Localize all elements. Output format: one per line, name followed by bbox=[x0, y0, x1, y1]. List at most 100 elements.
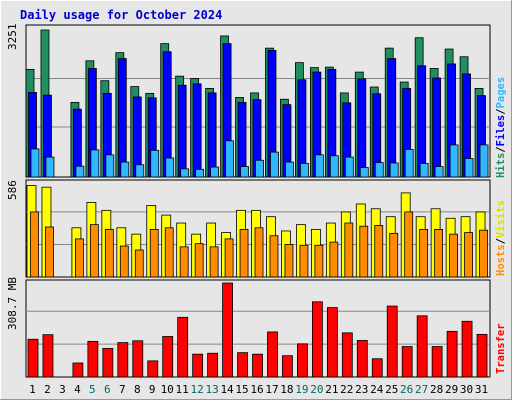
x-tick-label: 7 bbox=[119, 383, 126, 396]
transfer-bar bbox=[27, 338, 39, 378]
x-tick-label: 13 bbox=[205, 383, 218, 396]
visits-label: Visits bbox=[495, 200, 507, 238]
x-tick-label: 24 bbox=[370, 383, 384, 396]
transfer-bar bbox=[476, 333, 488, 378]
x-tick-label: 21 bbox=[325, 383, 338, 396]
x-tick-label: 9 bbox=[149, 383, 156, 396]
x-tick-label: 10 bbox=[161, 383, 174, 396]
x-tick-label: 11 bbox=[176, 383, 189, 396]
hosts-bar bbox=[359, 225, 369, 278]
hits-label: Hits bbox=[495, 153, 507, 178]
transfer-bar bbox=[117, 342, 129, 378]
pages-bar bbox=[449, 144, 459, 178]
hosts-bar bbox=[404, 211, 414, 278]
pages-bar bbox=[120, 161, 130, 178]
pages-bar bbox=[180, 168, 190, 178]
hosts-bar bbox=[479, 229, 488, 278]
x-tick-label: 8 bbox=[134, 383, 141, 396]
hosts-bar bbox=[75, 238, 84, 278]
pages-bar bbox=[270, 151, 279, 178]
transfer-bar bbox=[87, 340, 99, 378]
panel-hits-files-pages bbox=[25, 24, 491, 178]
panel-transfer bbox=[25, 279, 491, 378]
files-bar bbox=[117, 58, 127, 178]
x-tick-label: 1 bbox=[29, 383, 36, 396]
hosts-bar bbox=[194, 243, 204, 278]
files-bar bbox=[387, 58, 397, 178]
transfer-bar bbox=[162, 336, 174, 378]
pages-bar bbox=[419, 163, 429, 178]
pages-bar bbox=[105, 154, 115, 178]
files-bar bbox=[417, 65, 427, 178]
hosts-bar bbox=[89, 224, 99, 278]
x-tick-label: 28 bbox=[430, 383, 443, 396]
pages-bar bbox=[404, 149, 414, 178]
transfer-bar bbox=[267, 331, 278, 378]
pages-bar bbox=[479, 144, 489, 178]
pages-bar bbox=[300, 163, 309, 178]
transfer-bar bbox=[431, 346, 443, 378]
slash-2: / bbox=[495, 108, 507, 114]
pages-label: Pages bbox=[495, 77, 507, 109]
x-tick-label: 4 bbox=[74, 383, 81, 396]
x-tick-label: 27 bbox=[415, 383, 428, 396]
x-tick-label: 20 bbox=[310, 383, 323, 396]
hosts-bar bbox=[269, 235, 279, 278]
transfer-bar bbox=[42, 334, 54, 378]
files-bar bbox=[237, 101, 247, 178]
pages-bar bbox=[329, 155, 339, 178]
hosts-bar bbox=[119, 245, 129, 278]
pages-bar bbox=[150, 149, 160, 178]
hosts-bar bbox=[239, 228, 249, 278]
transfer-bar bbox=[207, 352, 219, 378]
hosts-bar bbox=[464, 232, 473, 278]
x-tick-label: 19 bbox=[295, 383, 308, 396]
pages-bar bbox=[210, 166, 220, 178]
transfer-bar bbox=[416, 315, 428, 378]
hosts-bar bbox=[149, 228, 159, 278]
transfer-bar bbox=[461, 320, 473, 378]
hosts-bar bbox=[134, 249, 144, 278]
x-tick-label: 18 bbox=[280, 383, 293, 396]
pages-bar bbox=[45, 156, 55, 178]
hosts-bar bbox=[314, 244, 324, 278]
hosts-bar bbox=[45, 226, 54, 278]
top-series-label: Hits/Files/Pages bbox=[495, 77, 507, 178]
x-tick-label: 17 bbox=[265, 383, 278, 396]
x-tick-label: 22 bbox=[340, 383, 353, 396]
pages-bar bbox=[165, 157, 175, 178]
files-bar bbox=[357, 78, 367, 178]
transfer-bar bbox=[446, 330, 458, 378]
files-bar bbox=[297, 79, 307, 178]
transfer-bar bbox=[282, 355, 293, 378]
x-axis-labels: 1 2 3 4 5 6 7 8 9 10 11 12 13 14 15 16 17 18 19 20 21 22 23 24 2… bbox=[29, 383, 488, 396]
files-bar bbox=[192, 83, 202, 178]
transfer-bar bbox=[326, 307, 338, 378]
pages-bar bbox=[240, 166, 249, 178]
pages-bar bbox=[90, 149, 100, 178]
transfer-bar bbox=[252, 353, 263, 378]
transfer-bar bbox=[341, 332, 353, 378]
middle-series-label: Hosts/Visits bbox=[495, 200, 507, 276]
x-tick-label: 12 bbox=[191, 383, 204, 396]
x-tick-label: 15 bbox=[235, 383, 248, 396]
top-max-label: 3251 bbox=[6, 24, 19, 51]
files-label: Files bbox=[495, 115, 507, 147]
hosts-bar bbox=[389, 232, 399, 278]
hosts-bar bbox=[374, 225, 384, 278]
panel-hosts-visits bbox=[25, 179, 491, 278]
x-tick-label: 31 bbox=[475, 383, 488, 396]
pages-bar bbox=[225, 140, 234, 178]
transfer-bar bbox=[177, 316, 189, 378]
hosts-bar bbox=[299, 244, 309, 278]
pages-bar bbox=[135, 164, 145, 178]
pages-bar bbox=[314, 154, 324, 178]
hosts-bar bbox=[344, 222, 354, 278]
transfer-bar bbox=[386, 305, 398, 378]
files-bar bbox=[432, 77, 442, 178]
chart-title: Daily usage for October 2024 bbox=[20, 8, 222, 22]
hosts-bar bbox=[329, 241, 339, 278]
transfer-bar bbox=[237, 352, 248, 378]
